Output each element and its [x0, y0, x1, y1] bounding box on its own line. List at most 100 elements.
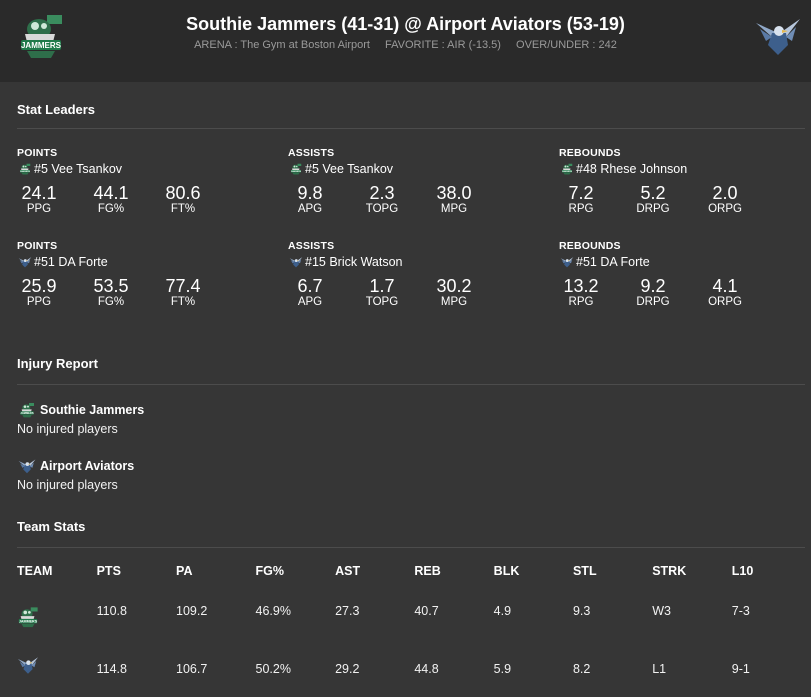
leader-card: ASSISTS #15 Brick Watson 6.7 APG 1.7 TOPG …	[288, 240, 538, 309]
stat-label: TOPG	[365, 296, 399, 308]
table-cell: 7-3	[731, 603, 750, 618]
jammers-icon	[288, 163, 304, 175]
table-cell: 29.2	[335, 662, 360, 676]
stat-value: 13.2	[563, 276, 599, 296]
table-cell: W3	[652, 603, 671, 618]
leader-card: POINTS #5 Vee Tsankov 24.1 PPG 44.1 FG% 80…	[17, 147, 267, 216]
divider	[17, 128, 805, 129]
divider	[17, 547, 805, 548]
column-header[interactable]: STL	[572, 564, 597, 578]
leader-player[interactable]: #5 Vee Tsankov	[17, 161, 267, 177]
leader-category: REBOUNDS	[559, 147, 621, 159]
team-stats-table: TEAM PTS PA FG% AST REB BLK STL STRK L10…	[17, 562, 811, 697]
jammers-icon	[17, 402, 37, 418]
leader-category: POINTS	[17, 240, 58, 252]
favorite-text: FAVORITE : AIR (-13.5)	[385, 39, 501, 51]
stat-value: 53.5	[93, 276, 129, 296]
injury-note: No injured players	[17, 478, 118, 492]
injury-note: No injured players	[17, 422, 118, 436]
stat-label: FT%	[170, 296, 196, 308]
injury-report-title: Injury Report	[17, 356, 98, 371]
stat-value: 80.6	[165, 183, 201, 203]
game-meta: ARENA : The Gym at Boston Airport FAVORI…	[0, 39, 811, 51]
divider	[17, 384, 805, 385]
leader-player[interactable]: #48 Rhese Johnson	[559, 161, 809, 177]
table-cell: 106.7	[176, 662, 208, 676]
leader-player[interactable]: #5 Vee Tsankov	[288, 161, 538, 177]
column-header[interactable]: TEAM	[17, 564, 53, 578]
table-cell: 27.3	[335, 603, 360, 618]
stat-value: 1.7	[369, 276, 395, 296]
aviators-icon	[17, 458, 37, 474]
stat-label: DRPG	[636, 203, 670, 215]
leader-card: REBOUNDS #51 DA Forte 13.2 RPG 9.2 DRPG 4.…	[559, 240, 809, 309]
leader-player[interactable]: #51 DA Forte	[559, 254, 809, 270]
over-under-text: OVER/UNDER : 242	[516, 39, 617, 51]
stat-value: 7.2	[568, 183, 594, 203]
table-cell: 44.8	[414, 662, 439, 676]
leader-card: ASSISTS #5 Vee Tsankov 9.8 APG 2.3 TOPG 38…	[288, 147, 538, 216]
leader-player[interactable]: #15 Brick Watson	[288, 254, 538, 270]
stat-value: 9.2	[640, 276, 666, 296]
table-cell: 40.7	[414, 603, 439, 618]
table-cell: 109.2	[176, 603, 208, 618]
table-cell: 114.8	[96, 662, 127, 676]
stat-label: PPG	[26, 296, 52, 308]
stat-label: ORPG	[708, 296, 742, 308]
table-cell: 9.3	[572, 603, 591, 618]
stat-value: 6.7	[297, 276, 323, 296]
stat-label: PPG	[26, 203, 52, 215]
stat-label: RPG	[568, 203, 594, 215]
injury-team-jammers[interactable]: Southie Jammers	[17, 402, 144, 418]
aviators-icon	[559, 256, 575, 268]
table-cell: L1	[652, 662, 667, 676]
table-header-row: TEAM PTS PA FG% AST REB BLK STL STRK L10	[17, 562, 811, 580]
aviators-icon[interactable]	[17, 655, 39, 675]
column-header[interactable]: PA	[176, 564, 193, 578]
stat-label: DRPG	[636, 296, 670, 308]
column-header[interactable]: BLK	[493, 564, 520, 578]
column-header[interactable]: REB	[414, 564, 441, 578]
jammers-icon[interactable]	[17, 606, 39, 628]
table-cell: 5.9	[493, 662, 512, 676]
team-stats-title: Team Stats	[17, 519, 86, 534]
stat-value: 30.2	[436, 276, 472, 296]
stat-label: APG	[297, 296, 323, 308]
table-cell: 9-1	[731, 662, 750, 676]
stat-label: FG%	[97, 296, 125, 308]
stat-value: 25.9	[21, 276, 57, 296]
aviators-icon	[288, 256, 304, 268]
aviators-logo[interactable]	[754, 15, 802, 57]
table-cell: 8.2	[572, 662, 591, 676]
column-header[interactable]: L10	[731, 564, 754, 578]
stat-value: 24.1	[21, 183, 57, 203]
column-header[interactable]: FG%	[255, 564, 284, 578]
stat-leaders-title: Stat Leaders	[17, 102, 96, 117]
leader-category: ASSISTS	[288, 240, 335, 252]
stat-value: 9.8	[297, 183, 323, 203]
column-header[interactable]: AST	[335, 564, 361, 578]
stat-value: 44.1	[93, 183, 129, 203]
injury-team-aviators[interactable]: Airport Aviators	[17, 458, 134, 474]
jammers-icon	[17, 163, 33, 175]
jammers-icon	[559, 163, 575, 175]
column-header[interactable]: STRK	[652, 564, 687, 578]
stat-label: TOPG	[365, 203, 399, 215]
leader-player[interactable]: #51 DA Forte	[17, 254, 267, 270]
aviators-icon	[17, 256, 33, 268]
leader-category: POINTS	[17, 147, 58, 159]
stat-value: 38.0	[436, 183, 472, 203]
leader-category: ASSISTS	[288, 147, 335, 159]
stat-label: ORPG	[708, 203, 742, 215]
table-cell: 50.2%	[255, 662, 291, 676]
stat-value: 4.1	[712, 276, 738, 296]
game-header: Southie Jammers (41-31) @ Airport Aviato…	[0, 0, 811, 82]
stat-label: MPG	[440, 296, 468, 308]
column-header[interactable]: PTS	[96, 564, 121, 578]
table-row: 110.8 109.2 46.9% 27.3 40.7 4.9 9.3 W3 7…	[17, 580, 811, 641]
table-cell: 46.9%	[255, 603, 291, 618]
stat-value: 2.0	[712, 183, 738, 203]
leader-card: POINTS #51 DA Forte 25.9 PPG 53.5 FG% 77.4…	[17, 240, 267, 309]
stat-label: FT%	[170, 203, 196, 215]
stat-label: FG%	[97, 203, 125, 215]
